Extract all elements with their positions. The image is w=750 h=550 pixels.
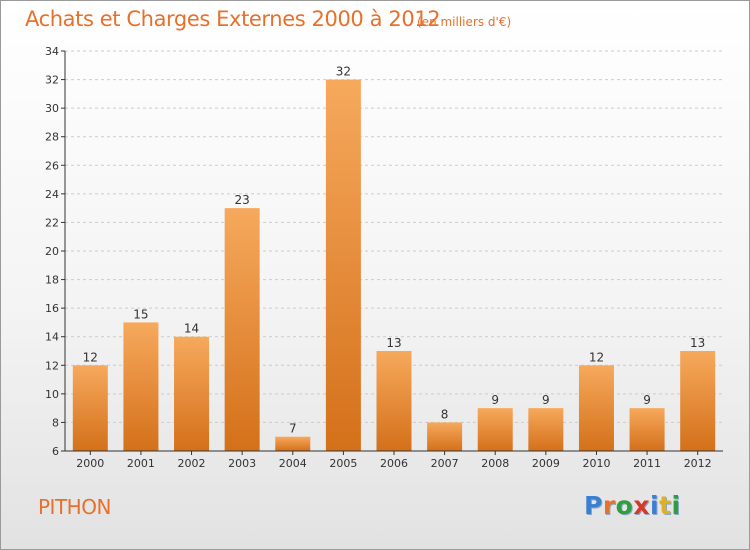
data-label: 9 xyxy=(491,393,499,407)
logo-letter: i xyxy=(671,491,681,520)
data-label: 13 xyxy=(690,336,705,350)
logo-letter: t xyxy=(659,491,672,520)
bar xyxy=(578,365,614,451)
y-tick-label: 10 xyxy=(45,388,59,401)
x-tick-label: 2010 xyxy=(582,457,610,470)
logo-letter: P xyxy=(584,491,603,520)
x-tick-label: 2000 xyxy=(76,457,104,470)
commune-name: PITHON xyxy=(38,495,111,519)
logo-letter: o xyxy=(615,491,634,520)
bar xyxy=(72,365,108,451)
y-tick-label: 16 xyxy=(45,302,59,315)
data-label: 12 xyxy=(83,350,98,364)
x-tick-label: 2008 xyxy=(481,457,509,470)
bar xyxy=(427,422,463,451)
data-label: 23 xyxy=(235,193,250,207)
data-label: 15 xyxy=(133,307,148,321)
bar xyxy=(528,408,564,451)
data-label: 32 xyxy=(336,65,351,79)
y-tick-label: 20 xyxy=(45,245,59,258)
bar xyxy=(275,436,311,451)
bar xyxy=(477,408,513,451)
y-tick-label: 14 xyxy=(45,331,59,344)
bar xyxy=(123,322,159,451)
y-tick-label: 22 xyxy=(45,216,59,229)
bars: 12 15 14 23 7 32 13 8 9 9 12 9 13 xyxy=(72,65,716,452)
logo-letter: r xyxy=(602,491,616,520)
y-tick-label: 34 xyxy=(45,45,59,58)
bar xyxy=(224,208,260,451)
bar xyxy=(629,408,665,451)
x-tick-label: 2006 xyxy=(380,457,408,470)
y-tick-label: 18 xyxy=(45,274,59,287)
data-label: 14 xyxy=(184,322,199,336)
x-tick-label: 2009 xyxy=(532,457,560,470)
y-tick-label: 26 xyxy=(45,159,59,172)
x-tick-label: 2012 xyxy=(684,457,712,470)
bar xyxy=(174,336,210,451)
data-label: 9 xyxy=(542,393,550,407)
x-tick-label: 2005 xyxy=(329,457,357,470)
y-tick-label: 12 xyxy=(45,359,59,372)
data-label: 7 xyxy=(289,422,297,436)
x-tick-label: 2001 xyxy=(127,457,155,470)
data-label: 9 xyxy=(643,393,651,407)
logo-letter: i xyxy=(650,491,660,520)
x-tick-label: 2002 xyxy=(178,457,206,470)
data-label: 12 xyxy=(589,350,604,364)
axes: 6 8 10 12 14 16 18 20 22 24 26 28 30 32 34 2000 2001 2002… xyxy=(45,45,723,470)
logo-letter: x xyxy=(633,491,650,520)
y-tick-label: 30 xyxy=(45,102,59,115)
data-label: 13 xyxy=(386,336,401,350)
proxiti-logo: Proxiti xyxy=(584,491,681,520)
x-tick-label: 2011 xyxy=(633,457,661,470)
bar xyxy=(680,351,716,451)
y-tick-label: 32 xyxy=(45,74,59,87)
chart-title: Achats et Charges Externes 2000 à 2012 xyxy=(25,7,441,31)
x-tick-label: 2004 xyxy=(279,457,307,470)
y-tick-label: 24 xyxy=(45,188,59,201)
y-tick-label: 6 xyxy=(52,445,59,458)
data-label: 8 xyxy=(441,407,449,421)
bar xyxy=(376,351,412,451)
y-tick-label: 28 xyxy=(45,131,59,144)
y-tick-label: 8 xyxy=(52,416,59,429)
chart-unit-label: (en milliers d'€) xyxy=(417,15,512,29)
x-tick-label: 2003 xyxy=(228,457,256,470)
bar xyxy=(325,79,361,452)
x-tick-label: 2007 xyxy=(431,457,459,470)
